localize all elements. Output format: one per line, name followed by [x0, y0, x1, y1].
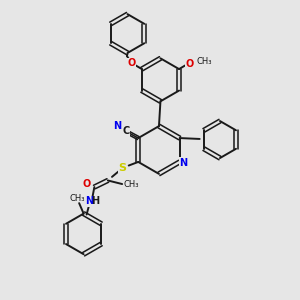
Text: H: H — [92, 196, 100, 206]
Text: S: S — [119, 163, 127, 173]
Text: N: N — [179, 158, 188, 167]
Text: O: O — [83, 179, 91, 189]
Text: CH₃: CH₃ — [70, 194, 86, 202]
Text: O: O — [128, 58, 136, 68]
Text: O: O — [185, 59, 193, 69]
Text: N: N — [85, 196, 93, 206]
Text: CH₃: CH₃ — [124, 180, 139, 189]
Text: N: N — [114, 121, 122, 131]
Text: C: C — [122, 126, 129, 136]
Text: CH₃: CH₃ — [196, 57, 212, 66]
